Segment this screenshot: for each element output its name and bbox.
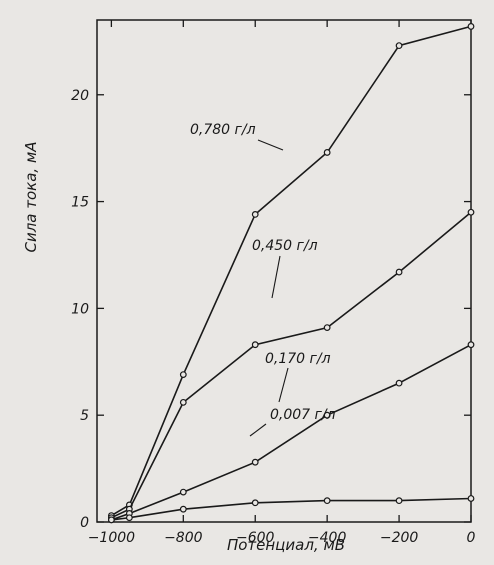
data-point bbox=[395, 379, 403, 387]
data-point bbox=[179, 371, 187, 379]
data-point bbox=[251, 499, 259, 507]
data-point bbox=[467, 495, 475, 502]
series-label-0170: 0,170 г/л bbox=[265, 351, 331, 367]
y-tick-label: 0 bbox=[80, 515, 89, 531]
chart-series bbox=[107, 23, 475, 524]
data-point bbox=[395, 42, 403, 50]
data-point bbox=[251, 458, 259, 466]
y-tick-label: 20 bbox=[71, 88, 89, 104]
data-point bbox=[323, 149, 331, 156]
data-point bbox=[467, 23, 475, 30]
data-point bbox=[179, 505, 187, 513]
leader-line-3 bbox=[249, 423, 267, 437]
y-axis-label: Сила тока, мА bbox=[22, 141, 40, 252]
series-label-leaders bbox=[249, 139, 289, 437]
series-label-0450: 0,450 г/л bbox=[252, 238, 318, 254]
data-point bbox=[251, 341, 259, 349]
x-tick-label: −600 bbox=[236, 530, 275, 546]
y-tick-label: 5 bbox=[80, 408, 89, 424]
x-tick-label: −400 bbox=[308, 530, 347, 546]
data-point bbox=[323, 497, 331, 505]
data-point bbox=[395, 497, 403, 505]
data-point bbox=[179, 398, 187, 406]
leader-line-2 bbox=[278, 367, 289, 403]
x-tick-label: −800 bbox=[164, 530, 203, 546]
series-line-0 bbox=[110, 25, 472, 517]
chart-ticks: −1000 −800 −600 −400 −200 0 0 5 10 15 20 bbox=[71, 20, 476, 546]
data-point bbox=[323, 324, 331, 332]
data-point bbox=[323, 411, 331, 419]
leader-line-1 bbox=[271, 255, 281, 299]
y-tick-label: 15 bbox=[71, 195, 89, 211]
leader-line-0 bbox=[257, 139, 284, 151]
data-point bbox=[125, 514, 133, 522]
data-point bbox=[107, 516, 115, 524]
data-point bbox=[251, 210, 259, 218]
series-line-3 bbox=[111, 497, 472, 521]
x-tick-label: −200 bbox=[380, 530, 419, 546]
x-axis-label: Потенциал, мВ bbox=[227, 536, 345, 554]
data-point bbox=[467, 341, 475, 349]
x-tick-label: 0 bbox=[467, 530, 476, 546]
x-tick-label: −1000 bbox=[88, 530, 135, 546]
plot-frame bbox=[96, 19, 472, 523]
series-label-0780: 0,780 г/л bbox=[190, 122, 256, 138]
data-point bbox=[467, 208, 475, 216]
chart-axes bbox=[96, 19, 472, 523]
data-point bbox=[179, 488, 187, 496]
y-tick-label: 10 bbox=[71, 301, 89, 317]
data-point bbox=[395, 268, 403, 276]
series-line-2 bbox=[111, 343, 472, 521]
series-label-0007: 0,007 г/л bbox=[270, 407, 336, 423]
